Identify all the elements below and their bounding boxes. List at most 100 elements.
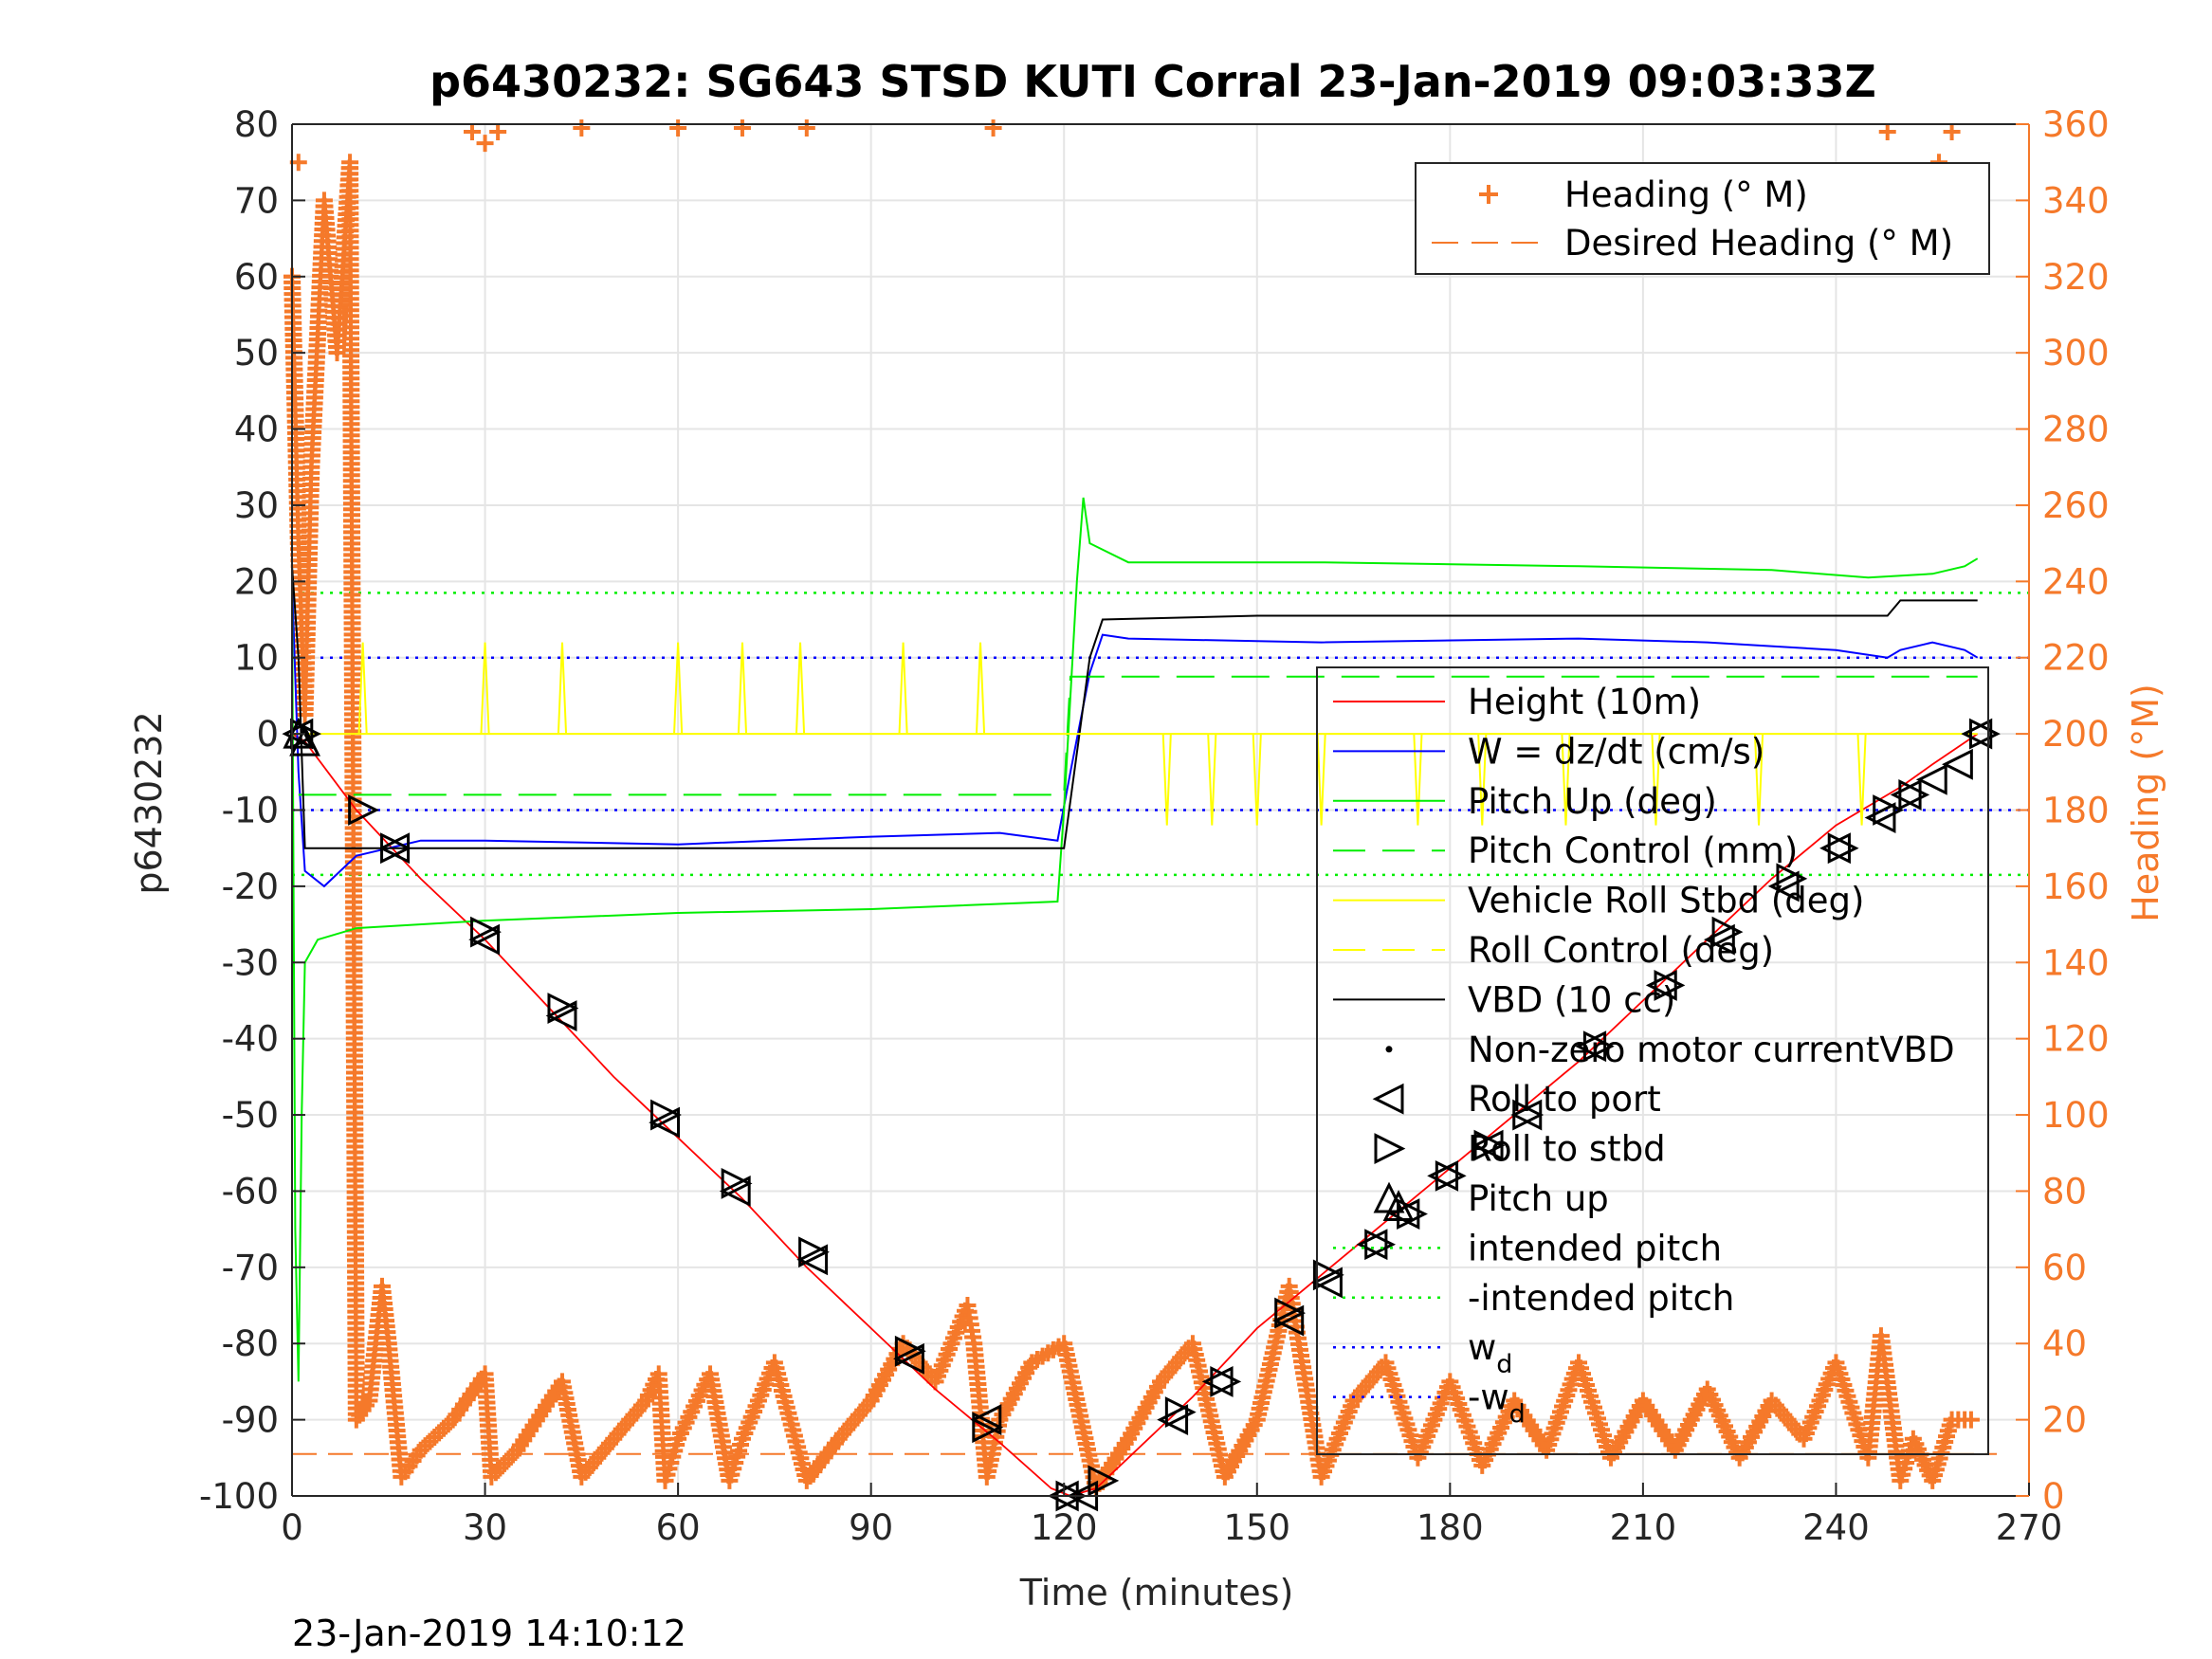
x-tick-label: 0 (281, 1507, 303, 1548)
roll-to-stbd-marker (721, 1167, 753, 1199)
x-tick-label: 150 (1223, 1507, 1290, 1548)
y-tick-label-left: 0 (256, 714, 279, 755)
legend-heading: Heading (° M) Desired Heading (° M) (1415, 162, 1990, 275)
y-tick-label-left: -70 (222, 1248, 279, 1288)
roll-to-stbd-marker (972, 1412, 1004, 1444)
legend-main-label: intended pitch (1468, 1228, 1722, 1268)
y-axis-label-left: p6430232 (128, 711, 170, 894)
roll-spike (1753, 734, 1764, 826)
roll-to-stbd-marker (547, 993, 579, 1024)
legend-main-label: -intended pitch (1468, 1278, 1734, 1319)
roll-spike (898, 642, 908, 735)
y-tick-label-left: -50 (222, 1095, 279, 1136)
y-tick-label-right: 200 (2042, 714, 2110, 755)
legend-swatch (1374, 1133, 1406, 1165)
roll-to-port-marker (1890, 778, 1922, 811)
y-tick-label-right: 340 (2042, 180, 2110, 221)
series-line (298, 675, 1978, 796)
heading-marker (1479, 185, 1498, 204)
roll-to-stbd-marker (1654, 969, 1686, 1001)
y-tick-label-right: 300 (2042, 333, 2110, 374)
y-tick-label-right: 0 (2042, 1476, 2065, 1517)
roll-to-port-marker (649, 1106, 681, 1139)
heading-series (283, 119, 1980, 1497)
roll-spike (357, 642, 368, 735)
y-tick-label-right: 40 (2042, 1323, 2087, 1364)
legend-heading-box (1415, 162, 1990, 275)
heading-marker (1943, 123, 1961, 141)
y-tick-label-left: 20 (234, 561, 279, 602)
heading-marker (489, 123, 507, 141)
y-tick-label-left: -60 (222, 1171, 279, 1212)
heading-marker (733, 119, 751, 137)
y-tick-label-right: 160 (2042, 866, 2110, 907)
x-tick-label: 90 (849, 1507, 893, 1548)
roll-spike (1252, 734, 1262, 826)
legend-main-label: Pitch up (1468, 1178, 1609, 1219)
roll-to-stbd-marker (650, 1099, 682, 1131)
roll-spike (1413, 734, 1423, 826)
roll-to-stbd-marker (1088, 1465, 1120, 1497)
roll-to-port-marker (1703, 923, 1735, 956)
y-tick-label-right: 280 (2042, 410, 2110, 450)
roll-to-stbd-marker (348, 794, 379, 826)
roll-to-port-marker (796, 1244, 829, 1276)
roll-to-stbd-marker (1898, 778, 1930, 811)
roll-spike (737, 642, 748, 735)
y-tick-label-right: 60 (2042, 1248, 2087, 1288)
y-tick-label-left: 30 (234, 485, 279, 526)
roll-to-stbd-marker (1312, 1259, 1344, 1291)
legend-main-label: Vehicle Roll Stbd (deg) (1468, 881, 1864, 921)
roll-to-port-marker (1767, 870, 1800, 902)
roll-to-port-marker (1201, 1365, 1234, 1397)
y-tick-label-right: 20 (2042, 1400, 2087, 1441)
roll-to-port-marker (1645, 969, 1677, 1001)
x-tick-label: 270 (1996, 1507, 2063, 1548)
roll-to-stbd-marker (1582, 1030, 1615, 1063)
roll-to-port-marker (1356, 1229, 1388, 1261)
legend-main-label: W = dz/dt (cm/s) (1468, 731, 1764, 772)
roll-to-port-marker (1942, 748, 1973, 780)
roll-to-stbd-marker (1364, 1229, 1397, 1261)
y-tick-label-right: 100 (2042, 1095, 2110, 1136)
legend-main-label: Roll to port (1468, 1079, 1661, 1120)
x-tick-label: 240 (1802, 1507, 1870, 1548)
y-tick-label-left: 70 (234, 180, 279, 221)
y-tick-label-right: 360 (2042, 104, 2110, 145)
y-tick-label-left: -20 (222, 866, 279, 907)
y-tick-label-right: 240 (2042, 561, 2110, 602)
y-tick-label-left: 80 (234, 104, 279, 145)
roll-to-port-marker (1311, 1267, 1343, 1299)
x-tick-label: 60 (656, 1507, 701, 1548)
legend-main-label: Non-zero motor currentVBD (1468, 1030, 1955, 1070)
legend-main-label: Pitch Up (deg) (1468, 781, 1717, 822)
heading-marker (1878, 123, 1896, 141)
y-tick-label-right: 180 (2042, 791, 2110, 831)
roll-spike (1651, 734, 1661, 826)
y-tick-label-left: -80 (222, 1323, 279, 1364)
y-tick-label-left: 40 (234, 410, 279, 450)
roll-spike (1207, 734, 1217, 826)
roll-to-port-marker (719, 1176, 751, 1207)
roll-spike (1477, 734, 1488, 826)
roll-to-stbd-marker (1435, 1159, 1467, 1192)
roll-to-port-marker (1157, 1404, 1189, 1436)
roll-to-port-marker (893, 1342, 924, 1375)
y-tick-label-left: -100 (199, 1476, 279, 1517)
legend-main-label: Pitch Control (mm) (1468, 830, 1798, 871)
y-tick-label-right: 220 (2042, 638, 2110, 679)
roll-to-stbd-marker (798, 1236, 830, 1268)
roll-to-port-marker (545, 1000, 577, 1031)
footer-timestamp: 23-Jan-2019 14:10:12 (292, 1613, 686, 1654)
roll-to-port-marker (1272, 1304, 1305, 1337)
roll-to-stbd-marker (1473, 1129, 1506, 1161)
y-tick-label-right: 260 (2042, 485, 2110, 526)
heading-marker (669, 119, 687, 137)
y-tick-label-left: -40 (222, 1019, 279, 1060)
roll-to-stbd-marker (1274, 1297, 1307, 1329)
legend-swatch (1373, 1181, 1405, 1213)
roll-spike (673, 642, 684, 735)
roll-spike (480, 642, 490, 735)
